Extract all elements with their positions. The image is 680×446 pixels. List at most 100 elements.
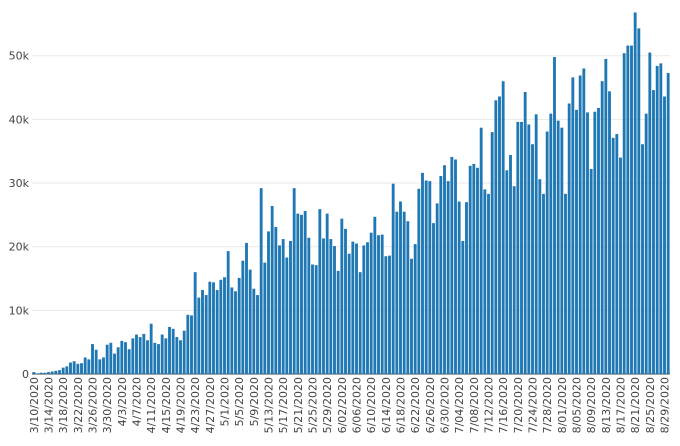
bar[interactable] <box>340 218 344 374</box>
bar[interactable] <box>622 53 626 374</box>
bar[interactable] <box>179 340 182 374</box>
bar[interactable] <box>380 234 384 374</box>
bar[interactable] <box>520 121 523 374</box>
bar[interactable] <box>630 45 633 375</box>
bar[interactable] <box>373 216 377 374</box>
bar[interactable] <box>435 203 439 374</box>
bar[interactable] <box>347 253 351 374</box>
bar[interactable] <box>142 333 146 374</box>
bar[interactable] <box>164 338 168 374</box>
bar[interactable] <box>582 68 586 374</box>
bar[interactable] <box>593 111 597 374</box>
bar[interactable] <box>36 373 39 374</box>
bar[interactable] <box>644 113 648 374</box>
bar[interactable] <box>193 272 197 374</box>
bar[interactable] <box>402 211 406 374</box>
bar[interactable] <box>648 52 652 375</box>
bar[interactable] <box>241 260 245 374</box>
bar[interactable] <box>362 245 366 374</box>
bar[interactable] <box>545 131 549 374</box>
bar[interactable] <box>83 357 87 374</box>
bar[interactable] <box>208 281 212 374</box>
bar[interactable] <box>424 180 428 375</box>
bar[interactable] <box>597 107 600 375</box>
bar[interactable] <box>443 165 446 374</box>
bar[interactable] <box>450 156 454 374</box>
bar[interactable] <box>399 201 402 375</box>
bar[interactable] <box>98 359 102 374</box>
bar[interactable] <box>39 372 43 374</box>
bar[interactable] <box>417 188 421 374</box>
bar[interactable] <box>175 337 179 374</box>
bar[interactable] <box>289 240 292 374</box>
bar[interactable] <box>168 326 171 374</box>
bar[interactable] <box>186 314 190 374</box>
bar[interactable] <box>278 245 281 374</box>
bar[interactable] <box>204 295 208 374</box>
bar[interactable] <box>608 91 611 374</box>
bar[interactable] <box>47 372 50 374</box>
bar[interactable] <box>523 92 527 375</box>
bar[interactable] <box>138 337 142 374</box>
bar[interactable] <box>358 272 362 374</box>
bar[interactable] <box>252 288 256 374</box>
bar[interactable] <box>285 257 289 374</box>
bar[interactable] <box>553 57 556 374</box>
bar[interactable] <box>377 235 380 374</box>
bar[interactable] <box>534 114 538 375</box>
bar[interactable] <box>611 137 615 374</box>
bar[interactable] <box>556 120 560 374</box>
bar[interactable] <box>259 188 263 374</box>
bar[interactable] <box>589 169 593 374</box>
bar[interactable] <box>135 334 138 374</box>
bar[interactable] <box>586 112 589 374</box>
bar[interactable] <box>248 269 252 374</box>
bar[interactable] <box>58 370 61 374</box>
bar[interactable] <box>666 72 670 375</box>
bar[interactable] <box>494 100 498 375</box>
bar[interactable] <box>263 262 267 374</box>
bar[interactable] <box>311 264 314 374</box>
bar[interactable] <box>270 205 274 374</box>
bar[interactable] <box>160 334 164 374</box>
bar[interactable] <box>439 176 443 374</box>
bar[interactable] <box>421 172 424 374</box>
bar[interactable] <box>542 193 545 374</box>
bar[interactable] <box>457 201 461 375</box>
bar[interactable] <box>109 342 113 374</box>
bar[interactable] <box>146 340 149 374</box>
bar[interactable] <box>171 328 175 374</box>
bar[interactable] <box>490 132 494 374</box>
bar[interactable] <box>476 167 479 374</box>
bar[interactable] <box>468 165 472 374</box>
bar[interactable] <box>329 239 333 374</box>
bar[interactable] <box>267 231 270 374</box>
bar[interactable] <box>223 277 226 374</box>
bar[interactable] <box>94 349 98 374</box>
bar[interactable] <box>487 193 490 374</box>
bar[interactable] <box>201 289 204 374</box>
bar[interactable] <box>578 75 582 374</box>
bar[interactable] <box>153 342 157 374</box>
bar[interactable] <box>300 214 303 374</box>
bar[interactable] <box>600 81 604 374</box>
bar[interactable] <box>432 223 435 374</box>
bar[interactable] <box>219 279 223 374</box>
bar[interactable] <box>633 12 637 375</box>
bar[interactable] <box>564 193 567 374</box>
bar[interactable] <box>549 113 553 374</box>
bar[interactable] <box>512 186 516 374</box>
bar[interactable] <box>333 246 336 374</box>
bar[interactable] <box>531 144 534 374</box>
bar[interactable] <box>80 363 83 374</box>
bar[interactable] <box>505 170 509 374</box>
bar[interactable] <box>567 103 571 374</box>
bar[interactable] <box>65 366 69 374</box>
bar[interactable] <box>50 371 54 374</box>
bar[interactable] <box>575 109 578 374</box>
bar[interactable] <box>245 242 248 374</box>
bar[interactable] <box>256 295 259 374</box>
bar[interactable] <box>472 163 476 374</box>
bar[interactable] <box>391 183 395 374</box>
bar[interactable] <box>509 155 512 374</box>
